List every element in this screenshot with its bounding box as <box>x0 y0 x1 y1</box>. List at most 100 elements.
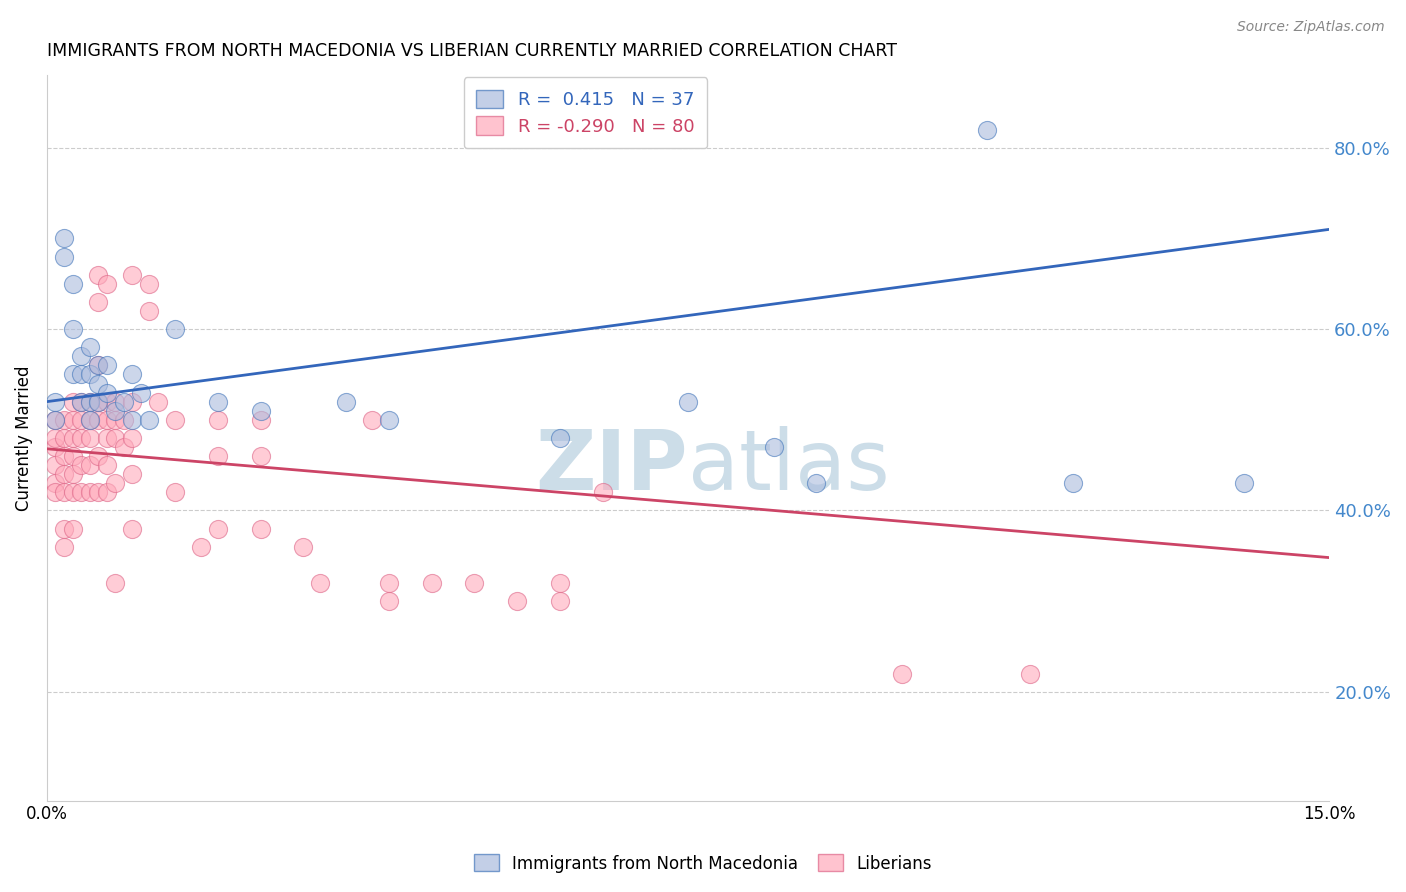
Point <box>87 394 110 409</box>
Point <box>1019 666 1042 681</box>
Point <box>79 458 101 472</box>
Point <box>62 449 84 463</box>
Point <box>79 394 101 409</box>
Point <box>44 458 66 472</box>
Point <box>96 394 118 409</box>
Point <box>53 413 76 427</box>
Point <box>44 413 66 427</box>
Point <box>44 413 66 427</box>
Legend: R =  0.415   N = 37, R = -0.290   N = 80: R = 0.415 N = 37, R = -0.290 N = 80 <box>464 77 707 148</box>
Point <box>190 540 212 554</box>
Point <box>138 277 160 291</box>
Text: ZIP: ZIP <box>536 426 688 508</box>
Point <box>207 522 229 536</box>
Point <box>79 340 101 354</box>
Point <box>104 413 127 427</box>
Point <box>121 413 143 427</box>
Point <box>87 485 110 500</box>
Point <box>165 485 187 500</box>
Point <box>121 522 143 536</box>
Text: atlas: atlas <box>688 426 890 508</box>
Point <box>44 440 66 454</box>
Point <box>96 485 118 500</box>
Point <box>592 485 614 500</box>
Point <box>121 467 143 482</box>
Legend: Immigrants from North Macedonia, Liberians: Immigrants from North Macedonia, Liberia… <box>467 847 939 880</box>
Point <box>70 368 93 382</box>
Point <box>378 413 401 427</box>
Point <box>62 522 84 536</box>
Point <box>62 431 84 445</box>
Point <box>44 476 66 491</box>
Point <box>138 304 160 318</box>
Point <box>548 576 571 591</box>
Point <box>79 368 101 382</box>
Point <box>87 376 110 391</box>
Point <box>806 476 828 491</box>
Point <box>378 594 401 608</box>
Point <box>53 449 76 463</box>
Point <box>292 540 315 554</box>
Point <box>890 666 912 681</box>
Point <box>207 449 229 463</box>
Point <box>87 359 110 373</box>
Point <box>249 403 271 417</box>
Point <box>129 385 152 400</box>
Point <box>44 485 66 500</box>
Point <box>548 431 571 445</box>
Point <box>96 385 118 400</box>
Point <box>87 294 110 309</box>
Point <box>121 394 143 409</box>
Point <box>62 394 84 409</box>
Point <box>62 413 84 427</box>
Point <box>87 268 110 282</box>
Point <box>112 440 135 454</box>
Point <box>104 403 127 417</box>
Point <box>104 576 127 591</box>
Point <box>309 576 332 591</box>
Point <box>138 413 160 427</box>
Point <box>104 476 127 491</box>
Point <box>70 349 93 363</box>
Point <box>249 413 271 427</box>
Point <box>96 413 118 427</box>
Point <box>44 431 66 445</box>
Point <box>53 231 76 245</box>
Point <box>62 485 84 500</box>
Point <box>79 485 101 500</box>
Point <box>104 394 127 409</box>
Point <box>96 431 118 445</box>
Point <box>70 458 93 472</box>
Point <box>53 522 76 536</box>
Point <box>53 540 76 554</box>
Point <box>976 122 998 136</box>
Point <box>70 413 93 427</box>
Text: Source: ZipAtlas.com: Source: ZipAtlas.com <box>1237 20 1385 34</box>
Point <box>79 413 101 427</box>
Point <box>87 359 110 373</box>
Point <box>96 359 118 373</box>
Point <box>378 576 401 591</box>
Point <box>62 322 84 336</box>
Point <box>44 394 66 409</box>
Point <box>70 394 93 409</box>
Point <box>87 449 110 463</box>
Point <box>207 394 229 409</box>
Y-axis label: Currently Married: Currently Married <box>15 365 32 510</box>
Point <box>104 431 127 445</box>
Point <box>463 576 485 591</box>
Point <box>96 458 118 472</box>
Point <box>53 250 76 264</box>
Point <box>62 467 84 482</box>
Point <box>207 413 229 427</box>
Point <box>121 368 143 382</box>
Point <box>79 431 101 445</box>
Point <box>53 431 76 445</box>
Point <box>112 394 135 409</box>
Point <box>165 413 187 427</box>
Point <box>335 394 357 409</box>
Point <box>121 268 143 282</box>
Point <box>420 576 443 591</box>
Point <box>62 368 84 382</box>
Point <box>676 394 699 409</box>
